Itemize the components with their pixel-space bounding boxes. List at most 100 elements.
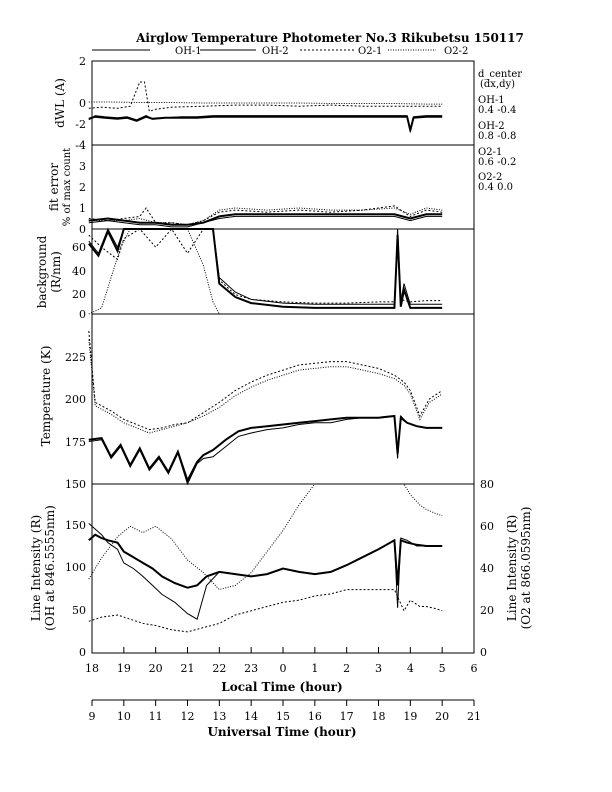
tick-int-100: 100 bbox=[65, 561, 86, 574]
tick-int-150: 150 bbox=[65, 519, 86, 532]
tick-dwl-m2: -2 bbox=[75, 118, 86, 131]
local-tick-label: 5 bbox=[439, 662, 446, 675]
local-tick-label: 6 bbox=[471, 662, 478, 675]
series-line-o21-panel-1 bbox=[88, 81, 443, 113]
legend: OH-1 OH-2 O2-1 O2-2 bbox=[92, 46, 468, 57]
series-line-o21-panel-5 bbox=[88, 589, 443, 633]
series-line-o21-panel-3 bbox=[88, 228, 443, 304]
tick-fit-2: 2 bbox=[79, 181, 86, 194]
ylabel-int-left-1: Line Intensity (R) bbox=[29, 515, 43, 621]
tick-int-0: 0 bbox=[79, 646, 86, 659]
ylabel-int-right-2: (O2 at 866.0595nm) bbox=[519, 507, 533, 630]
local-tick-label: 2 bbox=[343, 662, 350, 675]
local-tick-label: 1 bbox=[311, 662, 318, 675]
y-ticks: 2 0 -2 -4 3 2 1 0 60 40 20 0 225 200 175… bbox=[65, 55, 494, 659]
series-line-oh2-panel-3 bbox=[88, 228, 443, 309]
series-line-o21-panel-2 bbox=[88, 205, 443, 226]
series-line-o22-panel-3 bbox=[88, 228, 220, 315]
tick-int-r-60: 60 bbox=[480, 520, 494, 533]
tick-int-r-40: 40 bbox=[480, 562, 494, 575]
ann-dxdy: (dx,dy) bbox=[480, 79, 515, 90]
series-line-oh1-panel-2 bbox=[88, 215, 443, 228]
series-line-oh2-panel-2 bbox=[88, 213, 443, 226]
ut-tick-label: 19 bbox=[403, 710, 417, 723]
local-tick-label: 18 bbox=[85, 662, 99, 675]
x-label-local: Local Time (hour) bbox=[221, 680, 342, 694]
x-label-ut: Universal Time (hour) bbox=[207, 725, 356, 739]
local-tick-label: 3 bbox=[375, 662, 382, 675]
ylabel-bg-2: (R/nm) bbox=[49, 251, 63, 293]
tick-bg-40: 40 bbox=[72, 265, 86, 278]
ylabel-int-left-2: (OH at 846.5555nm) bbox=[43, 505, 57, 631]
tick-int-r-80: 80 bbox=[480, 478, 494, 491]
ut-tick-label: 12 bbox=[181, 710, 195, 723]
y-labels: dWL (A) fit error % of max count backgro… bbox=[29, 78, 533, 631]
series-line-o22-panel-2 bbox=[88, 207, 443, 226]
tick-int-50: 50 bbox=[72, 604, 86, 617]
series-line-oh1-panel-3 bbox=[88, 227, 443, 305]
ann-o21-vals: 0.6 -0.2 bbox=[478, 157, 516, 168]
tick-temp-200: 200 bbox=[65, 393, 86, 406]
x-ticks: 18 19 20 21 22 23 0 1 2 3 4 5 69 10 11 12 13 14 15 16 17 18 19… bbox=[85, 647, 481, 723]
ut-tick-label: 14 bbox=[244, 710, 258, 723]
series-line-oh2-panel-4 bbox=[88, 414, 443, 484]
legend-o21-label: O2-1 bbox=[358, 46, 382, 57]
ut-tick-label: 18 bbox=[372, 710, 386, 723]
series-line-oh2-panel-5 bbox=[88, 533, 443, 589]
series-group bbox=[88, 81, 443, 633]
ylabel-fit-1: fit error bbox=[47, 163, 61, 211]
tick-fit-1: 1 bbox=[79, 202, 86, 215]
ut-tick-label: 11 bbox=[149, 710, 163, 723]
ann-oh2-name: OH-2 bbox=[478, 121, 505, 132]
ann-o21-name: O2-1 bbox=[478, 147, 502, 158]
ann-o22-name: O2-2 bbox=[478, 172, 502, 183]
legend-o22-label: O2-2 bbox=[444, 46, 468, 57]
series-line-oh2-panel-1 bbox=[88, 115, 443, 131]
tick-int-r-20: 20 bbox=[480, 604, 494, 617]
tick-dwl-2: 2 bbox=[79, 55, 86, 68]
ut-tick-label: 15 bbox=[276, 710, 290, 723]
series-line-o21-panel-4 bbox=[88, 330, 443, 431]
ut-tick-label: 9 bbox=[89, 710, 96, 723]
local-tick-label: 21 bbox=[181, 662, 195, 675]
ann-d-center: d_center bbox=[478, 69, 522, 80]
local-tick-label: 20 bbox=[149, 662, 163, 675]
tick-temp-175: 175 bbox=[65, 436, 86, 449]
tick-bg-0: 0 bbox=[79, 308, 86, 321]
ylabel-dwl: dWL (A) bbox=[53, 78, 67, 128]
ann-oh1-name: OH-1 bbox=[478, 95, 505, 106]
tick-bg-60: 60 bbox=[72, 241, 86, 254]
ann-oh2-vals: 0.8 -0.8 bbox=[478, 131, 516, 142]
local-tick-label: 22 bbox=[212, 662, 226, 675]
ut-tick-label: 17 bbox=[340, 710, 354, 723]
series-line-o22-panel-1 bbox=[88, 101, 443, 105]
ylabel-int-right-1: Line Intensity (R) bbox=[505, 515, 519, 621]
ut-tick-label: 21 bbox=[467, 710, 481, 723]
local-tick-label: 19 bbox=[117, 662, 131, 675]
tick-dwl-0: 0 bbox=[79, 97, 86, 110]
ut-tick-label: 10 bbox=[117, 710, 131, 723]
plot-frame bbox=[91, 60, 475, 654]
tick-fit-0: 0 bbox=[79, 223, 86, 236]
legend-oh2-label: OH-2 bbox=[262, 46, 289, 57]
local-tick-label: 23 bbox=[244, 662, 258, 675]
chart-title: Airglow Temperature Photometer No.3 Riku… bbox=[135, 31, 524, 45]
series-line-oh1-panel-5 bbox=[88, 523, 443, 620]
ylabel-bg-1: background bbox=[35, 235, 49, 308]
tick-temp-150: 150 bbox=[65, 478, 86, 491]
legend-oh1-label: OH-1 bbox=[175, 46, 202, 57]
ut-tick-label: 13 bbox=[212, 710, 226, 723]
tick-dwl-m4: -4 bbox=[75, 139, 86, 152]
tick-bg-20: 20 bbox=[72, 288, 86, 301]
tick-temp-225: 225 bbox=[65, 351, 86, 364]
tick-int-r-0: 0 bbox=[480, 646, 487, 659]
ut-tick-label: 20 bbox=[435, 710, 449, 723]
center-annotations: d_center (dx,dy) OH-1 0.4 -0.4 OH-2 0.8 … bbox=[478, 69, 522, 193]
ylabel-fit-2: % of max count bbox=[62, 148, 73, 226]
tick-fit-3: 3 bbox=[79, 160, 86, 173]
series-line-o22-panel-4 bbox=[88, 339, 443, 434]
ylabel-temp: Temperature (K) bbox=[39, 346, 53, 447]
ut-tick-label: 16 bbox=[308, 710, 322, 723]
local-tick-label: 4 bbox=[407, 662, 414, 675]
